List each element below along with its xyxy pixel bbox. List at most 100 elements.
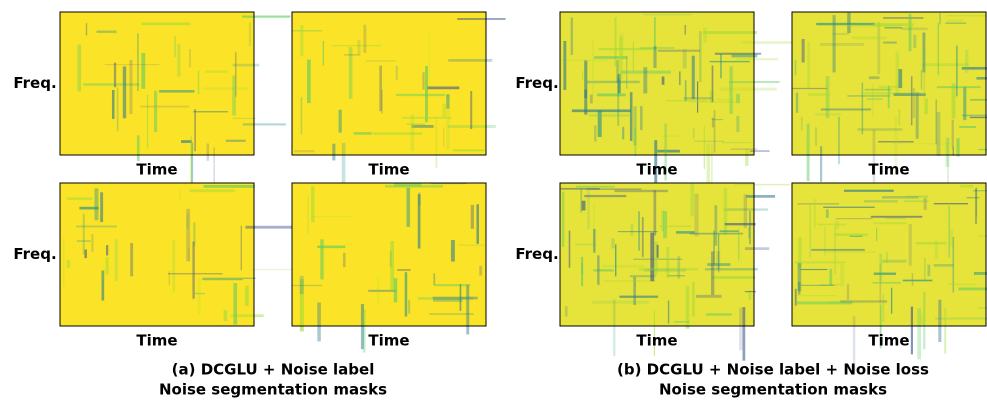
mask-texture xyxy=(408,299,411,314)
mask-texture xyxy=(820,108,871,111)
mask-texture xyxy=(724,223,756,226)
mask-texture xyxy=(82,213,85,255)
mask-texture xyxy=(795,92,799,113)
mask-texture xyxy=(663,210,668,239)
caption-line: Noise segmentation masks xyxy=(659,381,887,399)
mask-texture xyxy=(575,243,596,246)
mask-texture xyxy=(973,271,987,275)
mask-texture xyxy=(223,310,228,322)
mask-texture xyxy=(638,211,640,251)
mask-texture xyxy=(299,275,304,294)
mask-texture xyxy=(446,99,450,151)
mask-texture xyxy=(744,247,770,250)
mask-texture xyxy=(317,245,346,249)
mask-texture xyxy=(193,222,196,246)
mask-texture xyxy=(249,268,296,271)
mask-texture xyxy=(307,59,311,104)
mask-texture xyxy=(644,268,686,272)
mask-texture xyxy=(707,263,731,266)
mask-texture xyxy=(154,90,158,133)
mask-texture xyxy=(587,188,590,229)
mask-texture xyxy=(816,22,876,26)
mask-texture xyxy=(593,269,614,272)
mask-texture xyxy=(938,299,942,343)
mask-texture xyxy=(908,224,912,266)
mask-texture xyxy=(167,273,223,275)
mask-texture xyxy=(939,12,941,25)
mask-texture xyxy=(100,192,104,223)
mask-texture xyxy=(847,95,891,97)
mask-texture xyxy=(192,241,195,299)
mask-texture xyxy=(893,93,926,97)
mask-texture xyxy=(300,24,304,57)
mask-texture xyxy=(823,206,875,208)
mask-texture xyxy=(664,123,667,181)
mask-texture xyxy=(898,69,903,89)
mask-texture xyxy=(632,41,635,72)
mask-texture xyxy=(619,35,623,80)
mask-texture xyxy=(978,148,987,151)
x-axis-label: Time xyxy=(636,161,677,179)
mask-texture xyxy=(820,146,823,182)
mask-texture xyxy=(800,284,835,286)
mask-texture xyxy=(835,220,839,229)
caption-line: (a) DCGLU + Noise label xyxy=(172,361,375,379)
mask-texture xyxy=(570,17,573,55)
mask-texture xyxy=(903,200,929,203)
mask-texture xyxy=(711,65,714,103)
mask-texture xyxy=(866,98,883,101)
mask-texture xyxy=(190,142,194,187)
mask-texture xyxy=(690,183,695,217)
mask-texture xyxy=(685,285,690,329)
mask-texture xyxy=(186,208,191,262)
mask-texture xyxy=(186,213,189,229)
mask-texture xyxy=(711,251,715,296)
mask-texture xyxy=(684,80,687,102)
mask-texture xyxy=(731,54,758,58)
mask-texture xyxy=(976,77,987,80)
mask-frame xyxy=(59,11,255,156)
mask-texture xyxy=(617,231,658,233)
mask-texture xyxy=(920,69,923,90)
mask-texture xyxy=(603,279,657,282)
mask-texture xyxy=(870,215,923,218)
mask-texture xyxy=(317,302,321,342)
mask-texture xyxy=(360,304,365,350)
mask-texture xyxy=(232,63,260,67)
mask-texture xyxy=(949,229,954,247)
mask-texture xyxy=(910,76,913,126)
mask-texture xyxy=(876,227,878,242)
mask-texture xyxy=(619,295,659,298)
mask-texture xyxy=(814,113,842,116)
mask-texture xyxy=(936,86,981,89)
mask-texture xyxy=(179,190,182,200)
mask-texture xyxy=(719,230,739,233)
mask-texture xyxy=(581,256,584,287)
mask-texture xyxy=(798,236,802,269)
mask-texture xyxy=(101,269,105,280)
mask-texture xyxy=(397,269,411,271)
mask-texture xyxy=(584,60,588,115)
mask-texture xyxy=(617,77,620,126)
mask-texture xyxy=(181,140,193,143)
mask-texture xyxy=(800,268,828,271)
mask-texture xyxy=(674,321,690,323)
mask-texture xyxy=(639,47,675,49)
mask-texture xyxy=(966,197,980,199)
mask-texture xyxy=(331,45,382,47)
mask-texture xyxy=(820,43,864,46)
mask-texture xyxy=(713,110,716,153)
mask-texture xyxy=(901,27,928,31)
mask-texture xyxy=(739,307,743,351)
mask-texture xyxy=(692,281,695,317)
mask-texture xyxy=(852,316,856,373)
mask-texture xyxy=(213,147,215,202)
mask-frame xyxy=(559,182,755,327)
mask-texture xyxy=(945,137,950,167)
mask-texture xyxy=(951,83,956,119)
mask-texture xyxy=(959,125,976,128)
mask-texture xyxy=(922,32,926,73)
mask-texture xyxy=(626,55,628,89)
mask-texture xyxy=(730,148,758,150)
mask-texture xyxy=(592,203,595,249)
